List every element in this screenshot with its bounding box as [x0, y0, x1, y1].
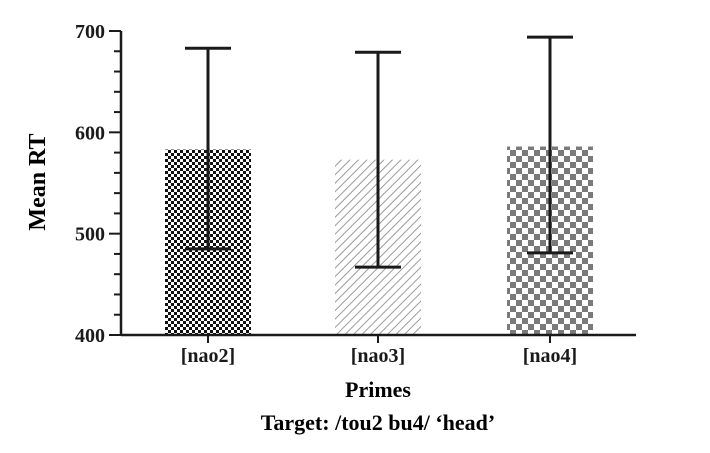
- error-bar-nao2: [185, 46, 231, 251]
- chart-caption: Target: /tou2 bu4/ ‘head’: [261, 410, 495, 435]
- x-tick-label: [nao4]: [523, 345, 577, 367]
- y-tick-label: 400: [75, 325, 105, 347]
- error-bars-layer: [185, 35, 573, 269]
- y-tick-label: 600: [75, 122, 105, 144]
- y-tick-label: 500: [75, 224, 105, 246]
- x-ticks-layer: [nao2] [nao3] [nao4]: [181, 335, 577, 367]
- error-bar-nao3: [355, 50, 401, 269]
- y-tick-label: 700: [75, 21, 105, 43]
- x-axis-title: Primes: [345, 377, 411, 402]
- error-bar-nao4: [527, 35, 573, 255]
- y-ticks-layer: 400 500 600 700: [75, 21, 121, 347]
- x-tick-label: [nao3]: [351, 345, 405, 367]
- x-tick-label: [nao2]: [181, 345, 235, 367]
- y-axis-title: Mean RT: [25, 133, 51, 230]
